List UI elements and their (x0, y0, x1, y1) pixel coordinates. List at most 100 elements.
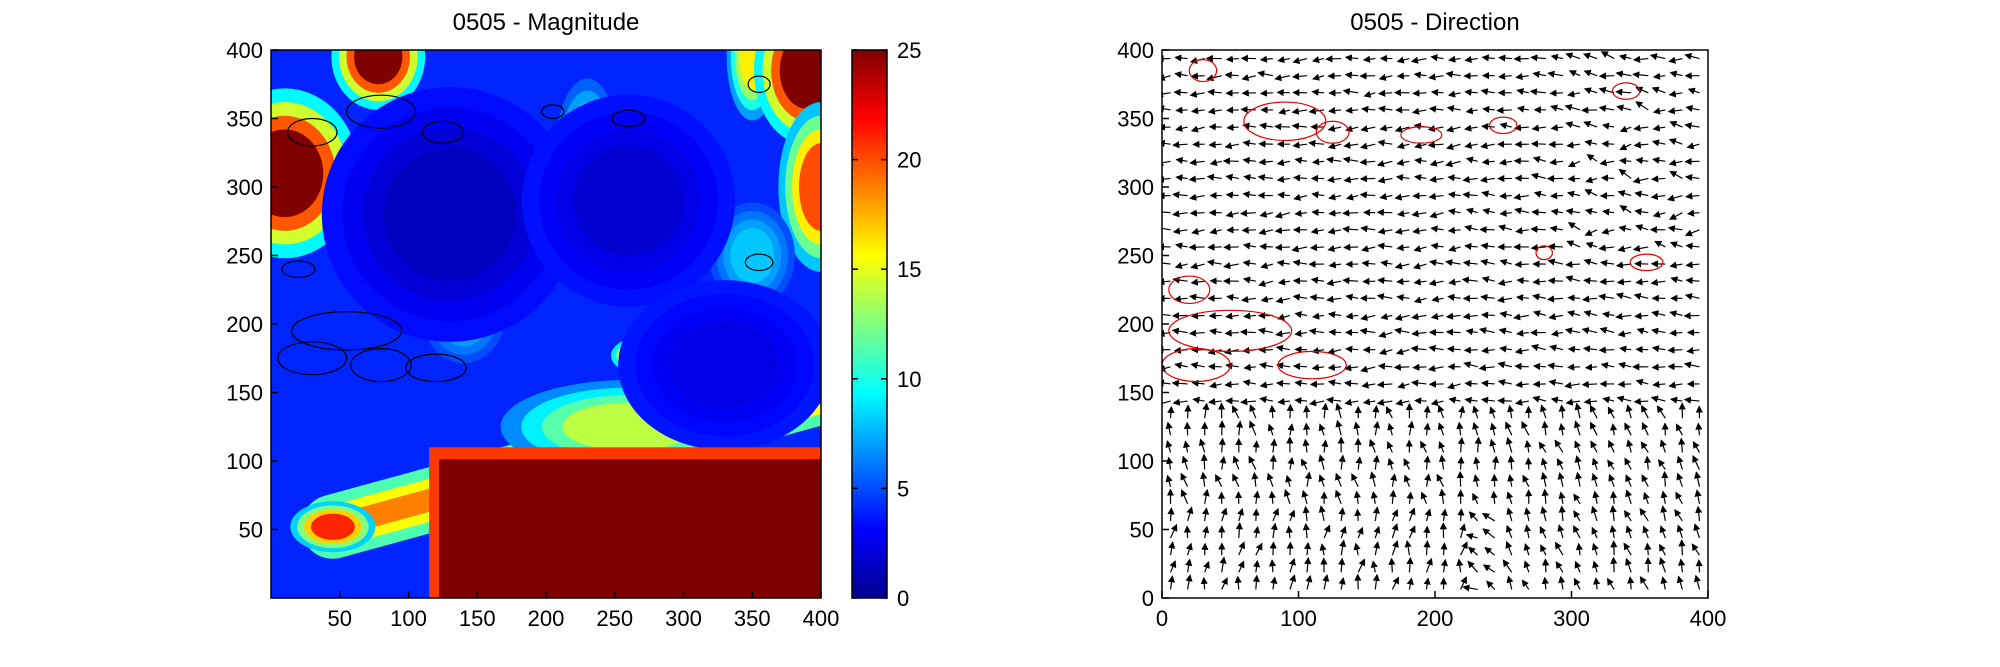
direction-arrow-720 (1532, 310, 1547, 318)
direction-arrow-930 (1659, 543, 1666, 556)
direction-arrow-464 (1394, 313, 1410, 321)
direction-arrow-528 (1430, 312, 1444, 320)
direction-arrow-325 (1334, 489, 1342, 505)
direction-arrow-912 (1634, 312, 1649, 320)
direction-arrow-472 (1395, 174, 1410, 182)
direction-arrow-516 (1440, 508, 1448, 522)
direction-arrow-965 (1675, 491, 1683, 505)
direction-arrow-781 (1567, 363, 1581, 371)
direction-arrow-204 (1259, 381, 1274, 389)
direction-arrow-490 (1423, 405, 1431, 419)
direction-arrow-532 (1430, 242, 1444, 250)
direction-arrow-630 (1482, 207, 1495, 215)
direction-arrow-389 (1370, 491, 1378, 504)
direction-arrow-869 (1625, 489, 1633, 505)
direction-arrow-966 (1676, 472, 1684, 487)
direction-arrow-498 (1413, 278, 1427, 286)
direction-arrow-147 (1223, 262, 1239, 270)
direction-arrow-394 (1372, 405, 1380, 419)
direction-arrow-326 (1335, 472, 1342, 487)
direction-arrow-354 (1353, 542, 1361, 556)
direction-arrow-282 (1292, 141, 1308, 149)
direction-arrow-777 (1573, 420, 1581, 436)
direction-arrow-62 (1174, 71, 1188, 79)
direction-arrow-905 (1641, 421, 1649, 436)
direction-arrow-263 (1300, 458, 1308, 470)
magnitude-contour-1 (346, 94, 416, 129)
direction-arrow-197 (1268, 490, 1276, 504)
direction-arrow-758 (1550, 208, 1564, 216)
direction-arrow-199 (1269, 454, 1277, 470)
direction-y-tick-label-0: 0 (1142, 586, 1154, 611)
direction-arrow-459 (1395, 399, 1410, 407)
direction-arrow-793 (1567, 160, 1581, 168)
direction-arrow-446 (1378, 73, 1393, 81)
direction-arrow-202 (1268, 404, 1276, 419)
direction-arrow-581 (1472, 492, 1479, 505)
direction-arrow-340 (1327, 245, 1342, 253)
direction-arrow-1001 (1695, 422, 1703, 436)
direction-arrow-104 (1218, 437, 1226, 453)
direction-arrow-735 (1530, 54, 1546, 62)
direction-arrow-330 (1335, 402, 1343, 419)
direction-y-tick-label-2: 100 (1117, 449, 1154, 474)
direction-arrow-658 (1497, 279, 1512, 287)
direction-arrow-210 (1258, 280, 1274, 287)
direction-arrow-236 (1275, 379, 1291, 388)
direction-arrow-461 (1393, 363, 1410, 371)
direction-arrow-253 (1276, 88, 1290, 97)
direction-arrow-827 (1583, 120, 1598, 128)
direction-y-tick-label-1: 50 (1130, 518, 1154, 543)
direction-arrow-100 (1220, 507, 1228, 522)
direction-arrow-63 (1174, 54, 1188, 62)
direction-arrow-800 (1592, 577, 1601, 590)
direction-arrow-431 (1378, 331, 1393, 339)
direction-arrow-195 (1270, 522, 1278, 539)
direction-arrow-529 (1431, 295, 1444, 303)
direction-arrow-341 (1327, 227, 1342, 235)
direction-arrow-853 (1601, 227, 1615, 235)
direction-arrow-348 (1328, 107, 1342, 115)
direction-arrow-870 (1625, 474, 1632, 487)
direction-arrow-875 (1616, 395, 1632, 403)
direction-arrow-273 (1292, 293, 1308, 301)
direction-arrow-230 (1285, 474, 1293, 487)
direction-arrow-722 (1532, 278, 1546, 286)
direction-arrow-933 (1660, 490, 1668, 504)
direction-arrow-571 (1446, 125, 1461, 133)
direction-arrow-718 (1530, 344, 1547, 352)
direction-arrow-926 (1632, 71, 1649, 79)
direction-arrow-264 (1302, 438, 1310, 453)
direction-arrow-1018 (1686, 142, 1700, 150)
direction-arrow-713 (1541, 420, 1549, 436)
direction-arrow-878 (1619, 345, 1632, 353)
direction-arrow-822 (1584, 208, 1598, 216)
magnitude-spot-9 (778, 102, 821, 272)
direction-arrow-708 (1540, 506, 1548, 522)
direction-arrow-167 (1248, 455, 1257, 470)
direction-arrow-899 (1642, 525, 1650, 539)
direction-arrow-833 (1610, 556, 1618, 573)
direction-arrow-233 (1287, 423, 1295, 436)
direction-arrow-553 (1456, 421, 1464, 436)
colorbar-tick-label-5: 25 (897, 38, 921, 63)
direction-arrow-738 (1554, 541, 1564, 556)
direction-arrow-513 (1440, 558, 1449, 573)
direction-arrow-948 (1654, 240, 1666, 248)
magnitude-title: 0505 - Magnitude (453, 9, 640, 36)
direction-arrow-194 (1269, 541, 1277, 556)
direction-arrow-151 (1225, 191, 1239, 199)
direction-arrow-465 (1396, 293, 1410, 302)
direction-arrow-288 (1322, 574, 1330, 590)
direction-arrow-694 (1514, 207, 1529, 215)
direction-arrow-353 (1357, 558, 1366, 573)
direction-arrow-894 (1615, 70, 1632, 78)
colorbar-tick-label-0: 0 (897, 586, 909, 611)
direction-arrow-964 (1674, 509, 1683, 522)
direction-arrow-972 (1668, 381, 1683, 389)
direction-arrow-619 (1480, 396, 1495, 404)
direction-y-axis: 0 50 100 150 200 250 300 350 400 (1117, 38, 1169, 611)
direction-arrow-303 (1308, 327, 1325, 336)
magnitude-contour-8 (277, 341, 348, 376)
direction-arrow-1020 (1685, 104, 1700, 113)
